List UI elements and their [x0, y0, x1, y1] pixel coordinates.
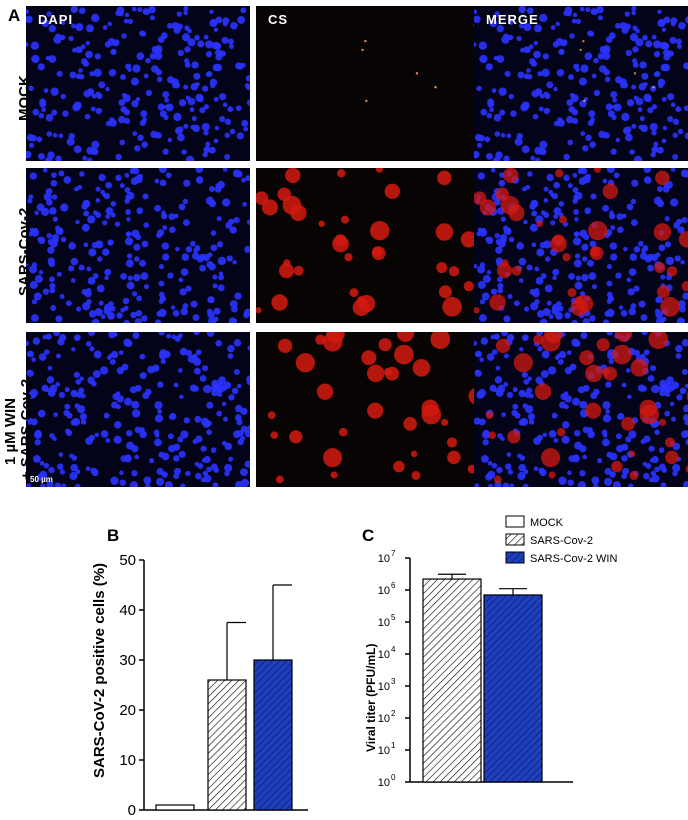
- row-label-sars: SARS-Cov-2: [16, 208, 34, 296]
- chart-c-ytick-exponent: 2: [391, 709, 396, 718]
- micrograph-mock-merge: MERGE: [474, 6, 688, 161]
- chart-c-ytick-exponent: 3: [391, 677, 396, 686]
- micrograph-win-cs: [256, 332, 480, 487]
- channel-label-cs: CS: [268, 12, 288, 27]
- chart-c-ytick-label: 10: [378, 617, 390, 629]
- chart-c-ytick-label: 10: [378, 777, 390, 789]
- chart-c-ytick-exponent: 1: [391, 741, 396, 750]
- row-label-mock: MOCK: [16, 75, 34, 121]
- chart-c-ytick-label: 10: [378, 745, 390, 757]
- chart-b-positive-cells: 0 10 20 30 40 50: [110, 540, 310, 820]
- chart-c-ytick-exponent: 5: [391, 613, 396, 622]
- chart-c-bar-1: [484, 595, 542, 782]
- chart-c-ylabel: Viral titer (PFU/mL): [364, 644, 378, 752]
- chart-c-ytick-label: 10: [378, 585, 390, 597]
- micrograph-sars-merge: [474, 168, 688, 323]
- chart-c-legend-label-0: MOCK: [530, 517, 564, 529]
- channel-label-merge: MERGE: [486, 12, 539, 27]
- chart-c-legend-swatch-1: [506, 534, 524, 545]
- chart-b-ylabel: SARS-CoV-2 positive cells (%): [91, 563, 108, 778]
- chart-c-ytick-label: 10: [378, 649, 390, 661]
- chart-c-ytick-exponent: 7: [391, 549, 396, 558]
- chart-c-bar-0: [423, 579, 481, 782]
- micrograph-mock-dapi: DAPI: [26, 6, 250, 161]
- micrograph-sars-cs: [256, 168, 480, 323]
- chart-c-legend-swatch-0: [506, 516, 524, 527]
- chart-b-bar-2: [254, 660, 292, 810]
- chart-b-ytick-label: 10: [119, 752, 136, 769]
- micrograph-win-merge: [474, 332, 688, 487]
- micrograph-mock-cs: CS: [256, 6, 480, 161]
- row-label-win-line2: + SARS-Cov-2: [18, 379, 36, 480]
- chart-c-ytick-exponent: 0: [391, 773, 396, 782]
- chart-b-bar-0: [156, 805, 194, 810]
- chart-c-ytick-exponent: 4: [391, 645, 396, 654]
- chart-c-legend-label-2: SARS-Cov-2 WIN: [530, 553, 617, 565]
- channel-label-dapi: DAPI: [38, 12, 73, 27]
- chart-b-bar-1: [208, 680, 246, 810]
- chart-c-ytick-label: 10: [378, 681, 390, 693]
- chart-c-legend-swatch-2: [506, 552, 524, 563]
- chart-c-ytick-label: 10: [378, 553, 390, 565]
- chart-b-ytick-label: 30: [119, 652, 136, 669]
- micrograph-sars-dapi: [26, 168, 250, 323]
- chart-b-ytick-label: 20: [119, 702, 136, 719]
- panel-a-label: A: [8, 6, 20, 26]
- micrograph-win-dapi: 50 µm: [26, 332, 250, 487]
- chart-b-ytick-label: 0: [128, 802, 136, 819]
- chart-b-ytick-label: 50: [119, 552, 136, 569]
- chart-c-ytick-label: 10: [378, 713, 390, 725]
- chart-b-ytick-label: 40: [119, 602, 136, 619]
- chart-c-ytick-exponent: 6: [391, 581, 396, 590]
- chart-c-legend-label-1: SARS-Cov-2: [530, 535, 593, 547]
